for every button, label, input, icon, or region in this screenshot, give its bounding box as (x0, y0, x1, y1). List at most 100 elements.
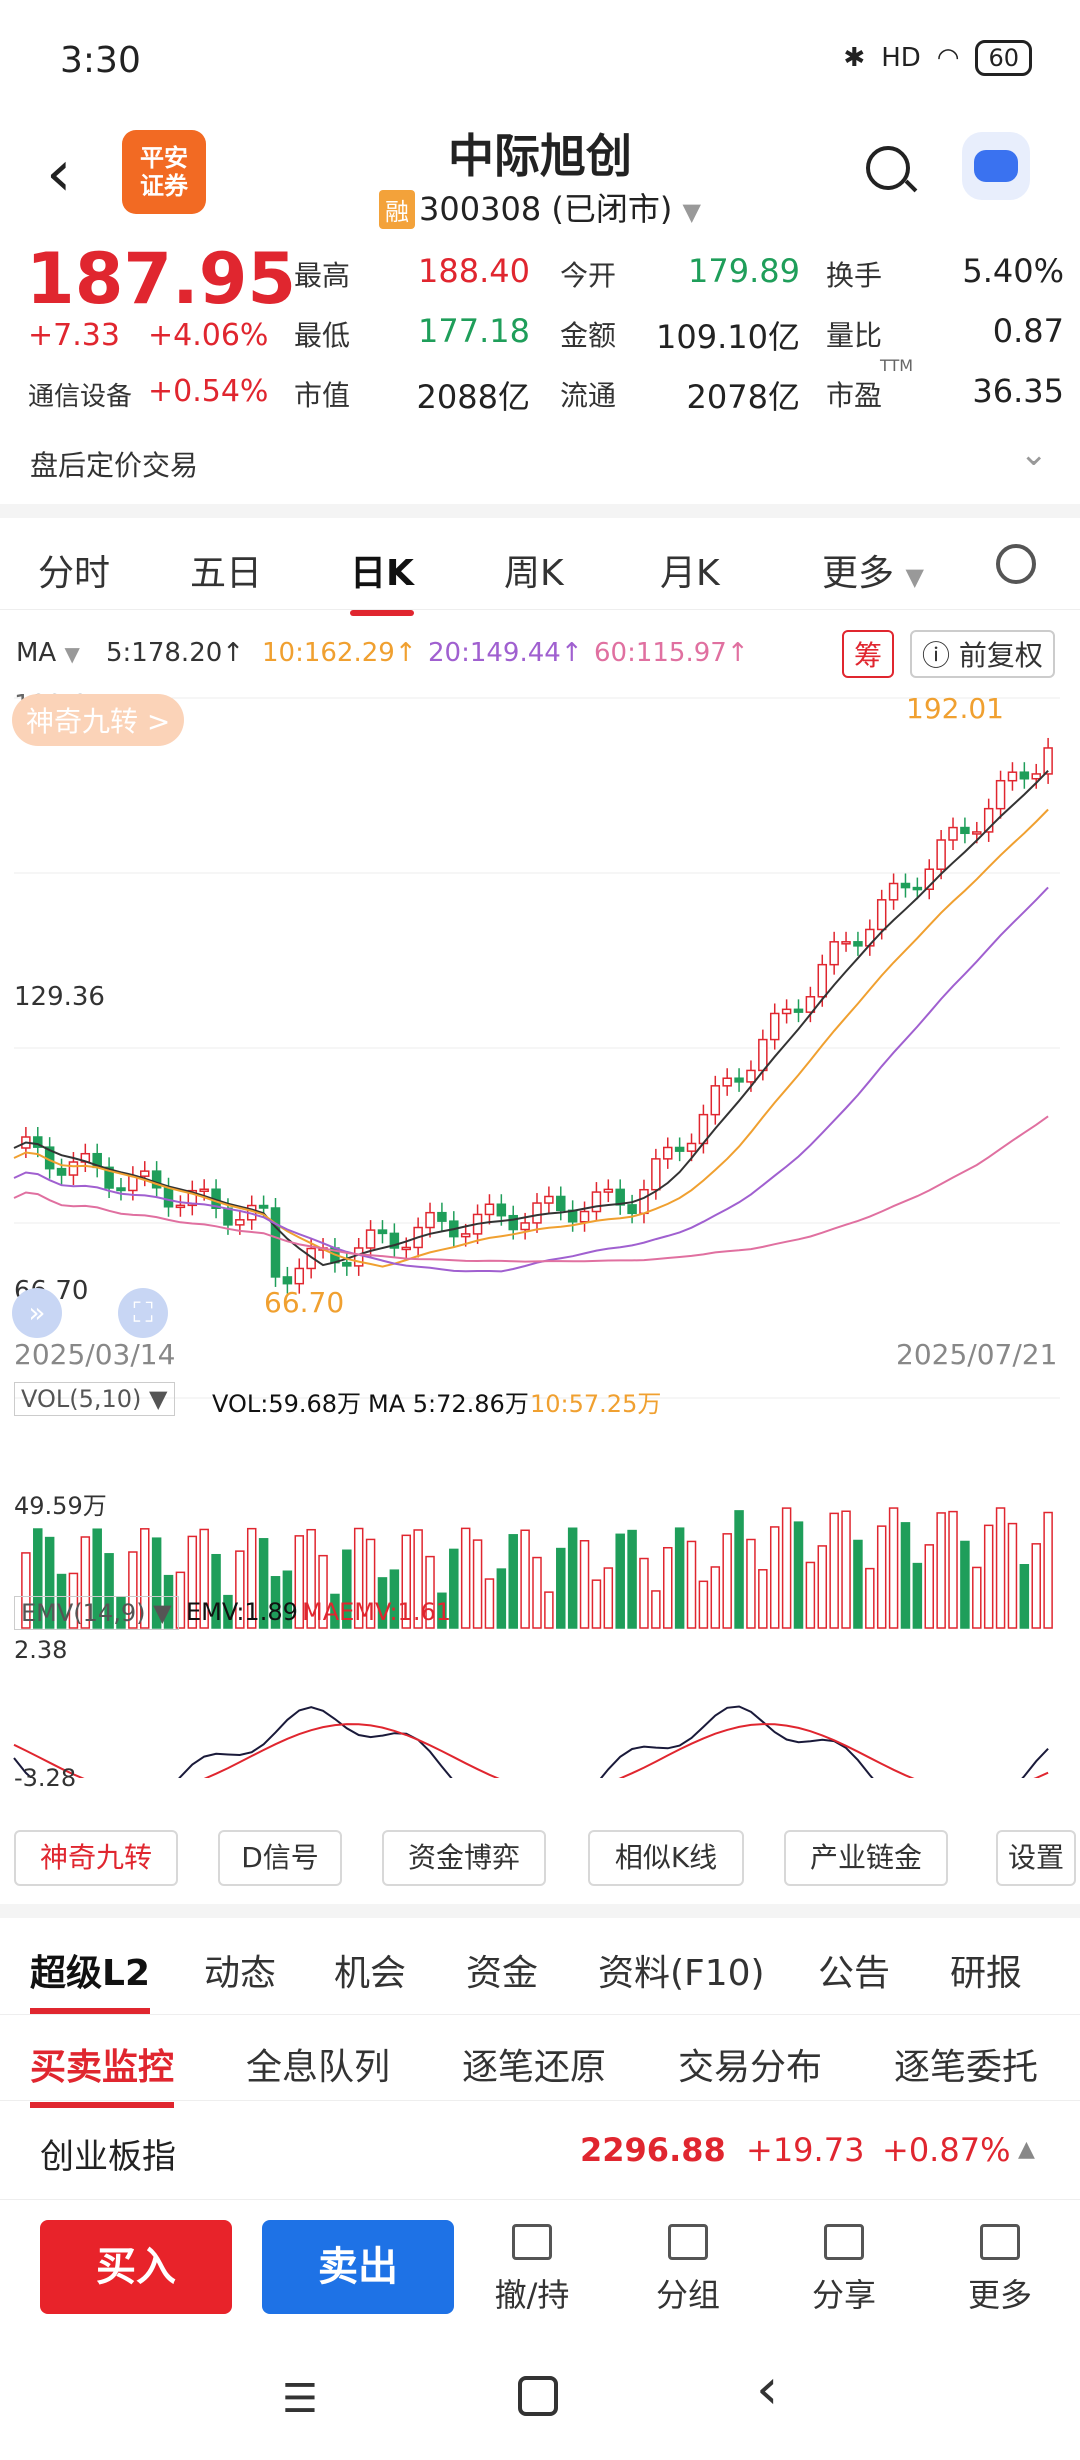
volume-bar (995, 1507, 1006, 1629)
tab-tick-orders[interactable]: 逐笔委托 (894, 2047, 1039, 2088)
volume-bar (674, 1527, 685, 1629)
share-label: 分享 (811, 2276, 876, 2314)
candle-body (663, 1146, 673, 1160)
kline-chart-area[interactable]: MA ▼ 5:178.20↑ 10:162.29↑ 20:149.44↑ 60:… (0, 612, 1080, 1812)
gear-icon[interactable] (996, 544, 1036, 584)
magic-nine-badge[interactable]: 神奇九转 > (12, 694, 185, 746)
vol-indicator-selector[interactable]: VOL(5,10) ▼ (14, 1382, 175, 1416)
tab-funds[interactable]: 资金 (466, 1953, 539, 1994)
period-tabs: 分时 五日 日K 周K 月K 更多 ▼ (0, 520, 1080, 616)
recent-apps-icon[interactable]: ☰ (282, 2376, 318, 2422)
tab-tick-replay[interactable]: 逐笔还原 (462, 2047, 607, 2088)
tab-research[interactable]: 研报 (950, 1953, 1023, 1994)
stock-code-line[interactable]: 融 300308 (已闭市) ▼ (0, 184, 1080, 230)
chevron-down-icon[interactable]: ⌄ (1019, 434, 1049, 474)
tab-monthly-k[interactable]: 月K (660, 553, 720, 594)
back-nav-icon[interactable]: ‹ (756, 2357, 779, 2422)
tab-announcements[interactable]: 公告 (818, 1953, 891, 1994)
tab-more[interactable]: 更多 ▼ (822, 544, 924, 596)
candle-body (342, 1261, 352, 1267)
pe-value: 36.35 (972, 372, 1064, 410)
back-icon[interactable]: ‹ (46, 137, 72, 211)
candle-body (377, 1229, 388, 1235)
candle-body (972, 831, 982, 835)
fund-game-button[interactable]: 资金博弈 (382, 1830, 546, 1886)
volume-bar (651, 1590, 661, 1629)
home-icon[interactable] (518, 2376, 558, 2416)
caret-up-icon: ▲ (1018, 2137, 1035, 2162)
status-icons: ✱ HD ◠ 60 (843, 40, 1032, 76)
volume-bar (758, 1569, 768, 1629)
candle-body (639, 1188, 649, 1215)
volume-bar (330, 1593, 340, 1629)
candle-body (508, 1214, 518, 1231)
volume-bar (282, 1570, 293, 1629)
volume-bar (722, 1533, 732, 1629)
volume-bar (532, 1556, 542, 1629)
similar-kline-button[interactable]: 相似K线 (588, 1830, 744, 1886)
chip-distribution-button[interactable]: 筹 (842, 630, 895, 678)
volume-bar (579, 1540, 590, 1629)
emv-indicator-selector[interactable]: EMV(14,9) ▼ (14, 1596, 179, 1630)
fullscreen-icon[interactable]: ⛶ (118, 1288, 168, 1338)
candle-body (591, 1191, 602, 1213)
broker-logo[interactable]: 平安 证券 (122, 130, 206, 214)
index-change: +19.73 (746, 2131, 865, 2169)
settings-button[interactable]: 设置 (996, 1830, 1076, 1886)
volume-bar (769, 1526, 780, 1629)
divider (0, 504, 1080, 518)
d-signal-button[interactable]: D信号 (218, 1830, 342, 1886)
volume-bar (1031, 1543, 1041, 1629)
candle-body (116, 1187, 126, 1192)
candle-body (829, 941, 839, 966)
candle-body (56, 1167, 67, 1176)
volume-bar (68, 1572, 79, 1629)
tab-intraday[interactable]: 分时 (38, 553, 111, 594)
industry-chain-button[interactable]: 产业链金 (784, 1830, 948, 1886)
more-button[interactable]: 更多 (950, 2224, 1050, 2316)
trade-bar: 买入 卖出 撤/持 分组 分享 更多 (0, 2206, 1080, 2336)
adjust-mode-button[interactable]: ⓘ 前复权 (910, 630, 1055, 678)
candle-body (556, 1195, 566, 1212)
group-label: 分组 (655, 2276, 720, 2314)
volume-bar (496, 1568, 507, 1629)
caret-down-icon: ▼ (64, 642, 80, 666)
tab-f10[interactable]: 资料(F10) (598, 1953, 765, 1994)
cancel-hold-button[interactable]: 撤/持 (482, 2224, 582, 2316)
cancel-order-icon (512, 2224, 552, 2260)
assistant-robot-icon[interactable] (962, 132, 1030, 200)
volume-bar (615, 1533, 625, 1629)
candle-body (627, 1204, 637, 1215)
candle-body (769, 1012, 780, 1041)
tab-trade-monitor[interactable]: 买卖监控 (30, 2038, 175, 2108)
tab-weekly-k[interactable]: 周K (504, 553, 564, 594)
turnover-value: 5.40% (962, 252, 1064, 290)
tab-full-queue[interactable]: 全息队列 (246, 2047, 391, 2088)
volume-bar (948, 1510, 958, 1629)
sector-name[interactable]: 通信设备 (28, 382, 133, 412)
tab-trade-distribution[interactable]: 交易分布 (678, 2047, 823, 2088)
group-button[interactable]: 分组 (638, 2224, 738, 2316)
expand-left-icon[interactable]: » (12, 1288, 62, 1338)
tab-super-l2[interactable]: 超级L2 (30, 1944, 150, 2014)
sell-button[interactable]: 卖出 (262, 2220, 454, 2314)
volume-bar (342, 1549, 352, 1629)
share-button[interactable]: 分享 (794, 2224, 894, 2316)
buy-button[interactable]: 买入 (40, 2220, 232, 2314)
volume-bar (365, 1538, 376, 1629)
magic-nine-button[interactable]: 神奇九转 (14, 1830, 178, 1886)
candle-body (948, 826, 958, 841)
sector-change: +0.54% (148, 374, 269, 409)
volume-bar (793, 1521, 804, 1629)
post-market-trading[interactable]: 盘后定价交易 (30, 449, 199, 482)
candle-body (924, 868, 934, 890)
index-ticker[interactable]: 创业板指 2296.88 +19.73 +0.87% ▲ (0, 2100, 1080, 2200)
tab-opportunity[interactable]: 机会 (334, 1953, 407, 1994)
tab-daily-k[interactable]: 日K (350, 544, 414, 616)
date-start: 2025/03/14 (14, 1338, 176, 1371)
search-icon[interactable] (866, 146, 910, 190)
tab-news[interactable]: 动态 (204, 1953, 277, 1994)
volume-bar (306, 1528, 316, 1629)
ma-selector[interactable]: MA ▼ (16, 638, 80, 668)
tab-five-day[interactable]: 五日 (190, 553, 263, 594)
